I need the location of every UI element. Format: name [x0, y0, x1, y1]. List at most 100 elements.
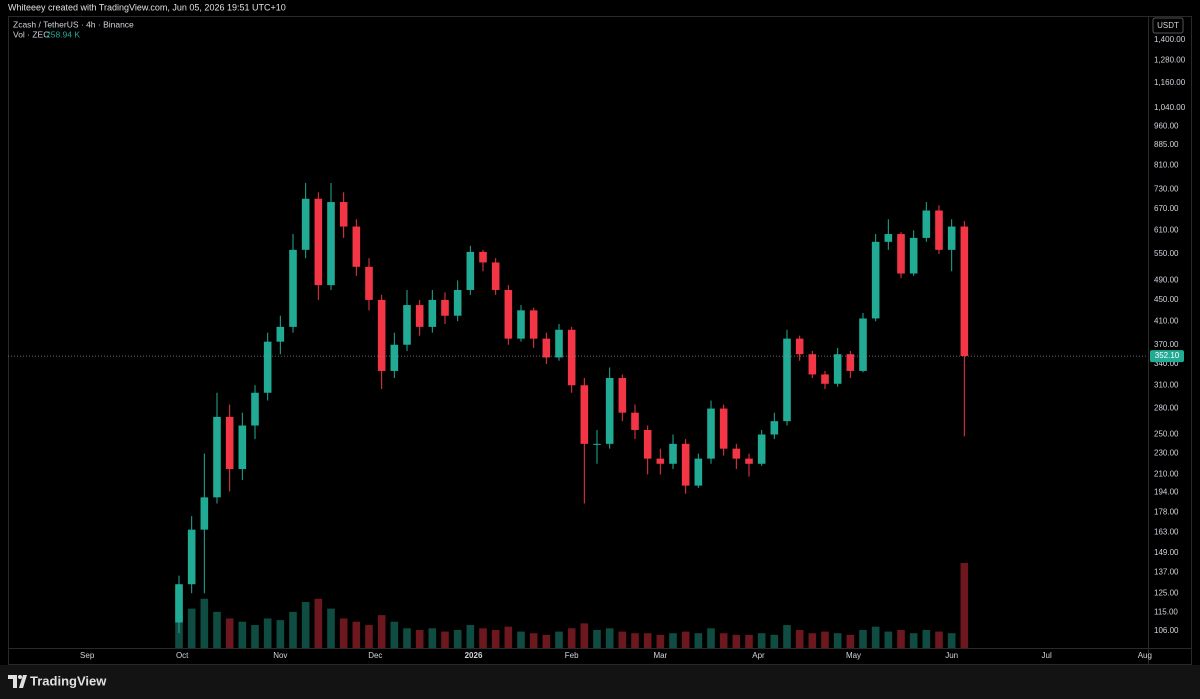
y-tick-label: 210.00 — [1154, 470, 1179, 479]
volume-bar — [871, 626, 880, 648]
volume-bar — [529, 633, 538, 648]
candle-body — [289, 249, 297, 327]
chart-frame — [8, 16, 1192, 665]
y-tick-label: 550.00 — [1154, 249, 1179, 258]
candle-body — [846, 354, 855, 371]
volume-value: 258.94 K — [46, 29, 80, 39]
candle-body — [466, 251, 475, 290]
candle-body — [327, 202, 335, 286]
volume-bar — [846, 634, 855, 648]
volume-bar — [643, 633, 652, 648]
volume-bar — [428, 628, 437, 648]
candle-body — [238, 425, 247, 470]
volume-bar — [542, 634, 551, 648]
y-tick-label: 194.00 — [1154, 488, 1179, 497]
x-tick-label: Apr — [752, 651, 765, 660]
x-tick-label: Jul — [1042, 651, 1052, 660]
candle-body — [757, 434, 766, 464]
y-tick-label: 960.00 — [1154, 122, 1179, 131]
y-tick-label: 370.00 — [1154, 340, 1179, 349]
candle-body — [301, 198, 310, 250]
volume-bar — [213, 611, 221, 648]
volume-bar — [187, 608, 196, 648]
candle-body — [656, 458, 665, 464]
volume-bar — [415, 629, 424, 648]
volume-bar — [745, 634, 753, 648]
brand-name: TradingView — [30, 673, 107, 688]
y-tick-label: 137.00 — [1154, 567, 1179, 576]
candle-body — [871, 241, 880, 319]
volume-bar — [593, 629, 601, 648]
y-tick-label: 1,160.00 — [1154, 78, 1186, 87]
volume-bar — [352, 621, 361, 648]
volume-bar — [770, 634, 779, 648]
volume-bar — [555, 631, 563, 648]
y-tick-label: 610.00 — [1154, 225, 1179, 234]
candle-body — [960, 226, 969, 357]
y-tick-label: 490.00 — [1154, 276, 1179, 285]
candle-body — [263, 341, 272, 393]
volume-bar — [441, 631, 449, 648]
volume-bar — [276, 620, 285, 648]
candle-body — [225, 416, 234, 470]
volume-bar — [491, 629, 500, 648]
volume-bar — [795, 629, 804, 648]
candle-body — [377, 299, 386, 371]
candle-body — [580, 385, 589, 444]
unit-label: USDT — [1157, 21, 1179, 30]
candle-body — [833, 354, 842, 384]
volume-bar — [301, 602, 310, 648]
volume-bar — [859, 629, 867, 648]
volume-bar — [909, 633, 918, 648]
candle-body — [884, 234, 893, 242]
candle-body — [314, 198, 323, 286]
volume-bar — [225, 618, 234, 648]
volume-bar — [897, 629, 905, 648]
y-tick-label: 125.00 — [1154, 588, 1179, 597]
x-tick-label: Sep — [80, 651, 95, 660]
y-tick-label: 810.00 — [1154, 160, 1179, 169]
volume-bar — [808, 633, 817, 648]
candle-body — [529, 310, 538, 339]
candle-body — [859, 318, 867, 371]
volume-bar — [200, 598, 209, 648]
candle-body — [821, 374, 829, 384]
y-tick-label: 178.00 — [1154, 507, 1179, 516]
volume-bar — [757, 633, 766, 648]
x-tick-label: Oct — [176, 651, 189, 660]
volume-bar — [947, 633, 956, 648]
volume-bar — [390, 621, 399, 648]
x-tick-label: Nov — [273, 651, 287, 660]
candle-body — [935, 210, 943, 250]
x-tick-label: Mar — [653, 651, 667, 660]
candle-body — [441, 299, 449, 316]
y-tick-label: 885.00 — [1154, 140, 1179, 149]
candle-body — [770, 421, 779, 435]
plot-area — [175, 182, 969, 648]
candle-body — [947, 226, 956, 250]
candle-body — [555, 329, 563, 358]
last-price-box — [1150, 350, 1184, 363]
x-tick-label: 2026 — [465, 651, 483, 660]
candle-body — [542, 338, 551, 358]
volume-bar — [580, 623, 589, 648]
candle-body — [605, 377, 614, 444]
volume-bar — [833, 633, 842, 648]
volume-bar — [618, 631, 627, 648]
y-tick-label: 250.00 — [1154, 430, 1179, 439]
candle-body — [707, 408, 715, 459]
candle-body — [200, 497, 209, 530]
candle-body — [479, 251, 487, 263]
volume-bar — [960, 563, 969, 648]
unit-box — [1152, 17, 1184, 34]
volume-bar — [327, 608, 335, 648]
volume-bar — [567, 628, 576, 648]
volume-bar — [517, 631, 525, 648]
volume-bar — [922, 629, 931, 648]
y-tick-label: 1,280.00 — [1154, 56, 1186, 65]
y-tick-label: 115.00 — [1154, 607, 1178, 616]
y-tick-label: 730.00 — [1154, 184, 1179, 193]
candle-body — [783, 338, 791, 422]
volume-label: Vol · ZEC — [13, 29, 49, 39]
